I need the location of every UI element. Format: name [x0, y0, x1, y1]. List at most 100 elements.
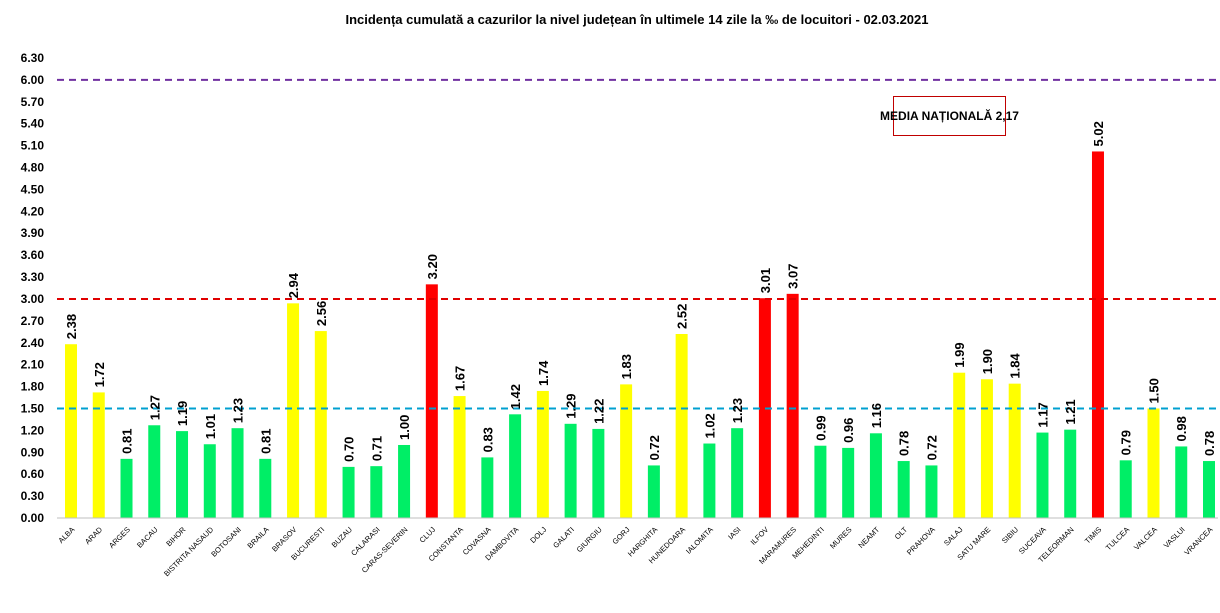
y-tick-label: 0.00 — [21, 511, 45, 525]
data-label: 1.67 — [453, 366, 468, 391]
bar — [842, 447, 855, 518]
x-tick-label: TULCEA — [1104, 525, 1131, 552]
data-label: 2.94 — [286, 272, 301, 298]
bar — [786, 293, 799, 518]
data-label: 0.79 — [1119, 430, 1134, 455]
x-tick-label: BRASOV — [270, 525, 298, 553]
bar — [65, 344, 77, 518]
bar — [564, 423, 577, 518]
y-tick-label: 0.90 — [21, 445, 45, 459]
x-tick-label: SIBIU — [1000, 525, 1020, 545]
data-label: 5.02 — [1091, 121, 1106, 146]
x-tick-label: MURES — [828, 525, 854, 551]
data-label: 1.23 — [231, 398, 246, 423]
x-tick-label: OLT — [893, 525, 910, 542]
data-label: 0.81 — [120, 429, 135, 454]
data-label: 1.74 — [536, 360, 551, 386]
x-tick-label: ARAD — [83, 525, 105, 547]
bar — [897, 461, 910, 518]
data-label: 0.71 — [369, 436, 384, 461]
x-tick-label: TIMIS — [1083, 525, 1104, 546]
data-label: 0.72 — [647, 435, 662, 460]
chart-title: Incidența cumulată a cazurilor la nivel … — [345, 12, 928, 27]
y-tick-label: 5.10 — [21, 139, 45, 153]
x-tick-label: GORJ — [610, 525, 631, 546]
data-label: 1.42 — [508, 384, 523, 409]
bar — [370, 466, 383, 518]
data-label: 3.01 — [758, 268, 773, 293]
bar — [758, 298, 771, 518]
bar — [92, 392, 105, 518]
x-tick-label: VRANCEA — [1182, 525, 1214, 557]
y-tick-label: 3.00 — [21, 292, 45, 306]
bar — [731, 428, 744, 518]
data-label: 1.01 — [203, 414, 218, 439]
data-label: 1.84 — [1008, 353, 1023, 379]
bar — [120, 458, 133, 518]
bar — [148, 425, 161, 518]
bar — [1036, 432, 1049, 518]
bar — [509, 414, 522, 518]
x-tick-label: SALAJ — [942, 525, 965, 548]
data-label: 1.50 — [1146, 378, 1161, 403]
y-tick-label: 2.70 — [21, 314, 45, 328]
x-tick-label: GIURGIU — [575, 525, 604, 554]
bar — [620, 384, 633, 518]
bar — [398, 444, 411, 518]
y-tick-label: 0.60 — [21, 467, 45, 481]
data-label: 3.07 — [786, 264, 801, 289]
bar — [1008, 383, 1021, 518]
bar — [314, 331, 327, 518]
x-tick-label: GALATI — [551, 525, 576, 550]
bar — [1175, 446, 1188, 518]
bar — [647, 465, 660, 518]
bar — [869, 433, 882, 518]
y-tick-label: 1.50 — [21, 401, 45, 415]
y-tick-label: 2.40 — [21, 336, 45, 350]
x-tick-label: VASLUI — [1162, 525, 1187, 550]
bar — [980, 379, 993, 518]
data-label: 0.83 — [480, 427, 495, 452]
data-label: 1.23 — [730, 398, 745, 423]
bar — [925, 465, 938, 518]
data-label: 2.56 — [314, 301, 329, 326]
y-tick-label: 6.30 — [21, 51, 45, 65]
data-label: 1.00 — [397, 415, 412, 440]
y-tick-label: 4.20 — [21, 204, 45, 218]
y-tick-label: 3.90 — [21, 226, 45, 240]
data-label: 0.78 — [1202, 431, 1217, 456]
y-tick-label: 0.30 — [21, 489, 45, 503]
bar — [536, 390, 549, 518]
data-label: 0.70 — [342, 437, 357, 462]
bar — [425, 284, 438, 518]
national-average-annotation: MEDIA NAȚIONALĂ 2,17 — [880, 96, 1019, 136]
y-tick-label: 1.80 — [21, 380, 45, 394]
bar — [342, 466, 355, 518]
x-tick-label: BRAILA — [245, 525, 270, 550]
x-tick-label: BISTRITA NASAUD — [162, 525, 216, 579]
x-tick-label: BOTOSANI — [209, 525, 243, 559]
data-label: 1.22 — [591, 399, 606, 424]
data-label: 0.98 — [1174, 416, 1189, 441]
data-label: 1.02 — [702, 413, 717, 438]
bar — [453, 396, 466, 518]
x-tick-label: IASI — [726, 525, 742, 541]
bar — [592, 428, 605, 518]
data-label: 0.81 — [258, 429, 273, 454]
data-label: 1.19 — [175, 401, 190, 426]
bar — [481, 457, 494, 518]
data-label: 1.72 — [92, 362, 107, 387]
y-tick-label: 6.00 — [21, 73, 45, 87]
bar — [814, 445, 827, 518]
x-tick-label: ARGES — [107, 525, 132, 550]
data-label: 3.20 — [425, 254, 440, 279]
bar — [176, 431, 189, 518]
x-tick-label: NEAMT — [856, 525, 881, 550]
bar — [1203, 461, 1215, 518]
y-tick-label: 4.50 — [21, 182, 45, 196]
x-tick-label: BUZAU — [330, 525, 354, 549]
data-label: 1.99 — [952, 342, 967, 367]
data-label: 0.96 — [841, 418, 856, 443]
x-tick-label: DOLJ — [528, 525, 548, 545]
